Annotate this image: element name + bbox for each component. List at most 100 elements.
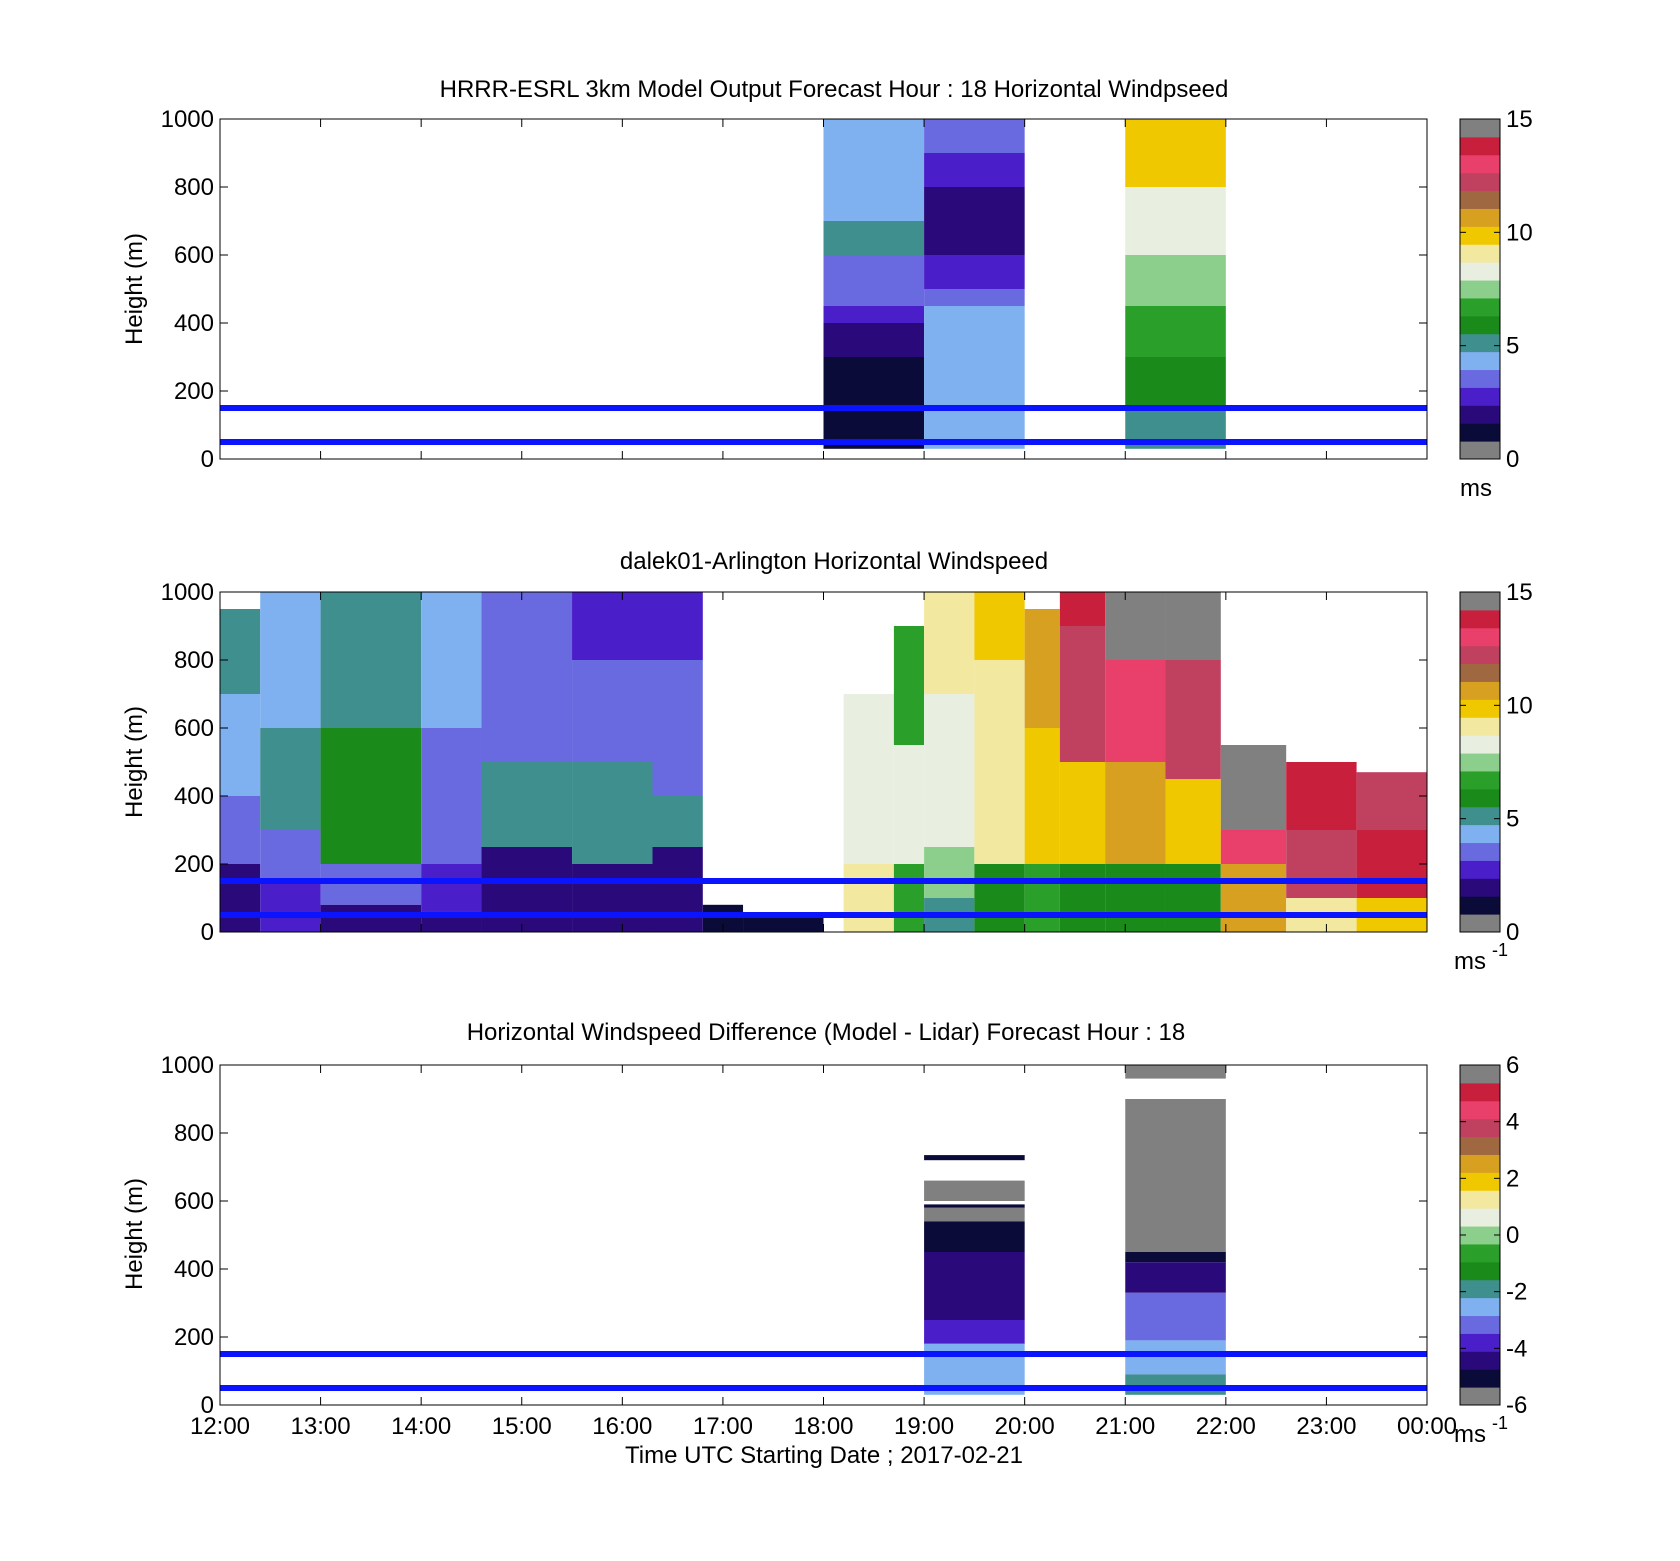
- colorbar-segment: [1460, 297, 1500, 317]
- heatmap-cell: [924, 187, 1025, 255]
- colorbar-segment: [1460, 878, 1500, 897]
- heatmap-cell: [260, 830, 321, 881]
- colorbar: 0 5 10 15 ms -1: [1454, 579, 1533, 975]
- heatmap-cell: [260, 881, 321, 932]
- y-tick-label: 600: [174, 1188, 214, 1215]
- heatmap-cell: [220, 694, 261, 796]
- heatmap-cell: [1220, 745, 1287, 830]
- x-tick-label: 16:00: [592, 1413, 652, 1440]
- panel-lidar-observation: dalek01-Arlington Horizontal Windspeed H…: [121, 548, 1533, 975]
- heatmap-cell: [1286, 830, 1357, 898]
- colorbar-segment: [1460, 280, 1500, 299]
- colorbar-segment: [1460, 1226, 1500, 1245]
- heatmap-cell: [1105, 762, 1166, 864]
- y-tick-label: 1000: [161, 1052, 214, 1079]
- x-ticks: [219, 592, 1428, 932]
- heatmap-cell: [1125, 1292, 1226, 1341]
- heatmap-cell: [974, 660, 1025, 864]
- heatmap-cell: [572, 592, 653, 660]
- x-ticks: [219, 119, 1428, 459]
- heatmap-cell: [924, 1204, 1025, 1208]
- colorbar-segment: [1460, 645, 1500, 665]
- y-tick-label: 200: [174, 378, 214, 405]
- colorbar-tick-label: 0: [1506, 1222, 1519, 1249]
- colorbar-tick-label: 15: [1506, 106, 1533, 133]
- colorbar-segment: [1460, 351, 1500, 371]
- colorbar: -6 -4 -2 0 2 4 6 ms -1: [1454, 1052, 1527, 1448]
- reference-lines: [220, 1351, 1427, 1391]
- x-tick-label: 19:00: [894, 1413, 954, 1440]
- x-tick-label: 22:00: [1196, 1413, 1256, 1440]
- y-tick-label: 400: [174, 783, 214, 810]
- heatmap-cell: [893, 864, 925, 932]
- colorbar-segment: [1460, 1136, 1500, 1155]
- x-tick-label: 15:00: [492, 1413, 552, 1440]
- colorbar-tick-label: -2: [1506, 1279, 1527, 1306]
- heatmap-cell: [924, 1155, 1025, 1161]
- x-tick-label: 12:00: [190, 1413, 250, 1440]
- x-tick-label: 21:00: [1095, 1413, 1155, 1440]
- heatmap-cells: [823, 119, 1226, 449]
- y-tick-label: 1000: [161, 106, 214, 133]
- colorbar: 0 5 10 15 ms: [1459, 106, 1533, 502]
- heatmap-cell: [743, 915, 824, 932]
- heatmap-cell: [823, 289, 925, 306]
- colorbar-tick-label: 10: [1506, 219, 1533, 246]
- heatmap-cell: [1220, 864, 1287, 932]
- heatmap-cell: [1125, 1099, 1226, 1252]
- colorbar-segment: [1460, 770, 1500, 790]
- heatmap-cell: [823, 221, 925, 255]
- y-tick-label: 0: [201, 919, 214, 946]
- heatmap-cell: [924, 306, 1025, 340]
- heatmap-cell: [1356, 830, 1427, 898]
- colorbar-segment: [1460, 1297, 1500, 1317]
- heatmap-cell: [1165, 779, 1221, 864]
- heatmap-cell: [260, 728, 321, 830]
- heatmap-cell: [652, 796, 703, 847]
- y-tick-label: 400: [174, 1256, 214, 1283]
- colorbar-segment: [1460, 681, 1500, 700]
- reference-lines: [220, 878, 1427, 918]
- y-tick-label: 0: [201, 1392, 214, 1419]
- colorbar-tick-label: 4: [1506, 1109, 1519, 1136]
- x-tick-label: 14:00: [391, 1413, 451, 1440]
- heatmap-cell: [421, 728, 482, 864]
- y-axis-label: Height (m): [121, 706, 148, 818]
- heatmap-cell: [572, 864, 653, 932]
- heatmap-cell: [924, 153, 1025, 187]
- x-tick-label: 23:00: [1296, 1413, 1356, 1440]
- heatmap-cell: [320, 864, 422, 905]
- panel-difference: Horizontal Windspeed Difference (Model -…: [121, 1019, 1527, 1469]
- heatmap-cell: [1125, 119, 1226, 187]
- heatmap-cell: [924, 1207, 1025, 1222]
- x-ticks: [219, 1065, 1428, 1405]
- colorbar-unit: ms: [1454, 1421, 1486, 1448]
- colorbar-tick-label: 5: [1506, 333, 1519, 360]
- panel-model-output: HRRR-ESRL 3km Model Output Forecast Hour…: [121, 76, 1533, 502]
- heatmap-cell: [843, 694, 894, 762]
- colorbar-segment: [1460, 208, 1500, 227]
- heatmap-cell: [260, 592, 321, 728]
- heatmap-cell: [481, 643, 573, 762]
- colorbar-segment: [1460, 1261, 1500, 1281]
- heatmap-cells: [220, 592, 1427, 932]
- colorbar-segment: [1460, 244, 1500, 263]
- heatmap-cell: [481, 762, 573, 847]
- colorbar-segment: [1460, 1172, 1500, 1191]
- colorbar-segment: [1460, 387, 1500, 406]
- heatmap-cell: [652, 660, 703, 796]
- heatmap-cell: [1125, 1252, 1226, 1263]
- y-tick-label: 600: [174, 242, 214, 269]
- y-tick-label: 800: [174, 1120, 214, 1147]
- colorbar-segment: [1460, 1118, 1500, 1138]
- heatmap-cell: [823, 119, 925, 221]
- colorbar-frame: [1459, 591, 1501, 933]
- colorbar-segment: [1460, 842, 1500, 861]
- colorbar-segment: [1460, 1351, 1500, 1370]
- heatmap-cell: [924, 340, 1025, 425]
- colorbar-tick-label: -6: [1506, 1392, 1527, 1419]
- colorbar-unit: ms: [1454, 948, 1486, 975]
- heatmap-cell: [924, 289, 1025, 306]
- heatmap-cell: [893, 745, 925, 864]
- heatmap-cell: [974, 864, 1025, 932]
